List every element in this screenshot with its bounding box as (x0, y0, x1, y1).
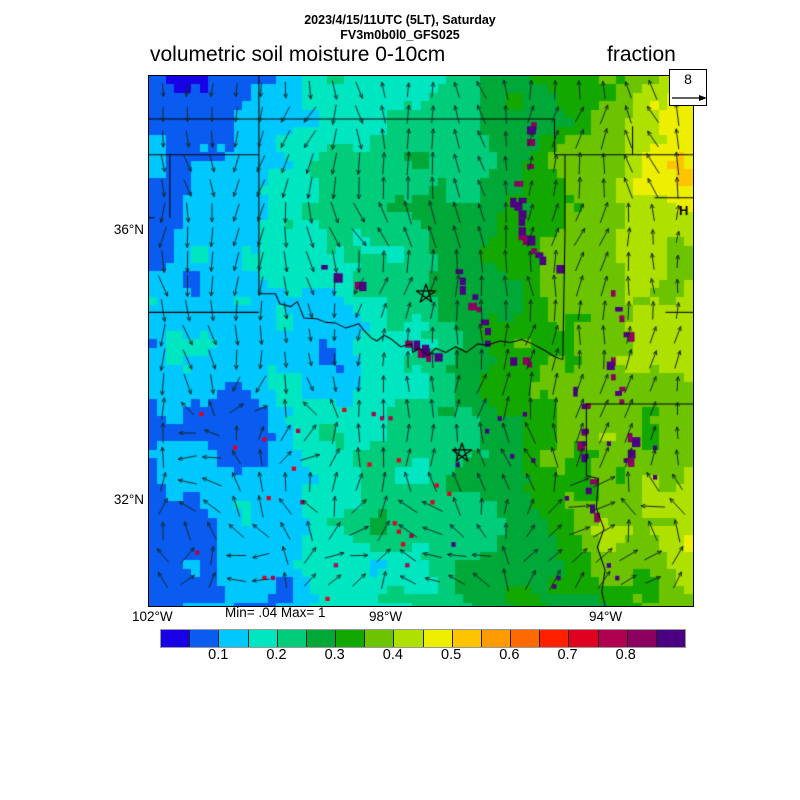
colorbar-tick-label: 0.7 (557, 647, 578, 663)
minmax-stats-label: Min= .04 Max= 1 (225, 605, 326, 620)
colorbar-tick-label: 0.5 (441, 647, 462, 663)
lon-label-98w: 98°W (369, 609, 403, 624)
colorbar-segment (452, 630, 482, 647)
colorbar-segment (306, 630, 337, 647)
lon-label-102w: 102°W (132, 609, 173, 624)
header-model-id: FV3m0b0l0_GFS025 (340, 28, 460, 42)
lat-label-32n: 32°N (113, 492, 144, 507)
colorbar-tick-label: 0.1 (208, 647, 229, 663)
colorbar-segment (394, 630, 424, 647)
soil-moisture-raster (149, 76, 693, 606)
colorbar-segment (277, 630, 307, 647)
page-title: volumetric soil moisture 0-10cm (150, 43, 446, 66)
lat-label-36n: 36°N (113, 222, 144, 237)
colorbar-segment (219, 630, 249, 647)
wind-reference-arrow-icon (671, 91, 707, 103)
colorbar-segment (540, 630, 570, 647)
colorbar-segment (336, 630, 366, 647)
colorbar-segment (481, 630, 512, 647)
colorbar-segment (511, 630, 541, 647)
colorbar-tick-label: 0.2 (266, 647, 287, 663)
colorbar-segment (569, 630, 599, 647)
colorbar-tick-label: 0.8 (615, 647, 636, 663)
colorbar (160, 629, 686, 648)
wind-reference-value: 8 (684, 71, 692, 87)
map-plot-area (148, 75, 694, 607)
colorbar-segment (423, 630, 453, 647)
colorbar-segment (161, 630, 191, 647)
colorbar-segment (248, 630, 278, 647)
wind-reference-legend: 8 (669, 69, 707, 106)
lon-label-94w: 94°W (589, 609, 623, 624)
colorbar-tick-labels: 0.1 0.2 0.3 0.4 0.5 0.6 0.7 0.8 (160, 647, 684, 667)
colorbar-segment (656, 630, 686, 647)
header-datetime: 2023/4/15/11UTC (5LT), Saturday (304, 13, 496, 27)
colorbar-tick-label: 0.6 (499, 647, 520, 663)
units-label: fraction (607, 43, 676, 66)
colorbar-segment (598, 630, 628, 647)
colorbar-tick-label: 0.3 (324, 647, 345, 663)
colorbar-segment (627, 630, 657, 647)
colorbar-tick-label: 0.4 (382, 647, 403, 663)
colorbar-segment (190, 630, 220, 647)
colorbar-segment (365, 630, 395, 647)
